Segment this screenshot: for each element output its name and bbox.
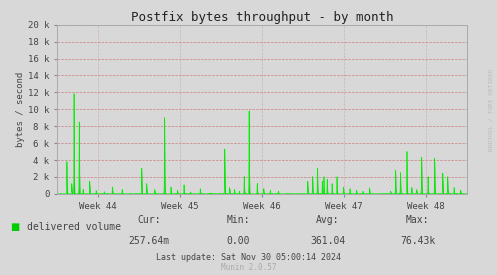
Text: delivered volume: delivered volume bbox=[27, 222, 121, 232]
Text: Last update: Sat Nov 30 05:00:14 2024: Last update: Sat Nov 30 05:00:14 2024 bbox=[156, 253, 341, 262]
Text: Cur:: Cur: bbox=[137, 215, 161, 225]
Text: Max:: Max: bbox=[406, 215, 429, 225]
Text: Min:: Min: bbox=[227, 215, 250, 225]
Text: ■: ■ bbox=[10, 222, 19, 232]
Text: 257.64m: 257.64m bbox=[129, 236, 169, 246]
Text: 361.04: 361.04 bbox=[311, 236, 345, 246]
Text: Munin 2.0.57: Munin 2.0.57 bbox=[221, 263, 276, 272]
Title: Postfix bytes throughput - by month: Postfix bytes throughput - by month bbox=[131, 10, 394, 24]
Text: RRDTOOL / TOBI OETIKER: RRDTOOL / TOBI OETIKER bbox=[488, 69, 493, 151]
Y-axis label: bytes / second: bytes / second bbox=[16, 72, 25, 147]
Text: 0.00: 0.00 bbox=[227, 236, 250, 246]
Text: Avg:: Avg: bbox=[316, 215, 340, 225]
Text: 76.43k: 76.43k bbox=[400, 236, 435, 246]
